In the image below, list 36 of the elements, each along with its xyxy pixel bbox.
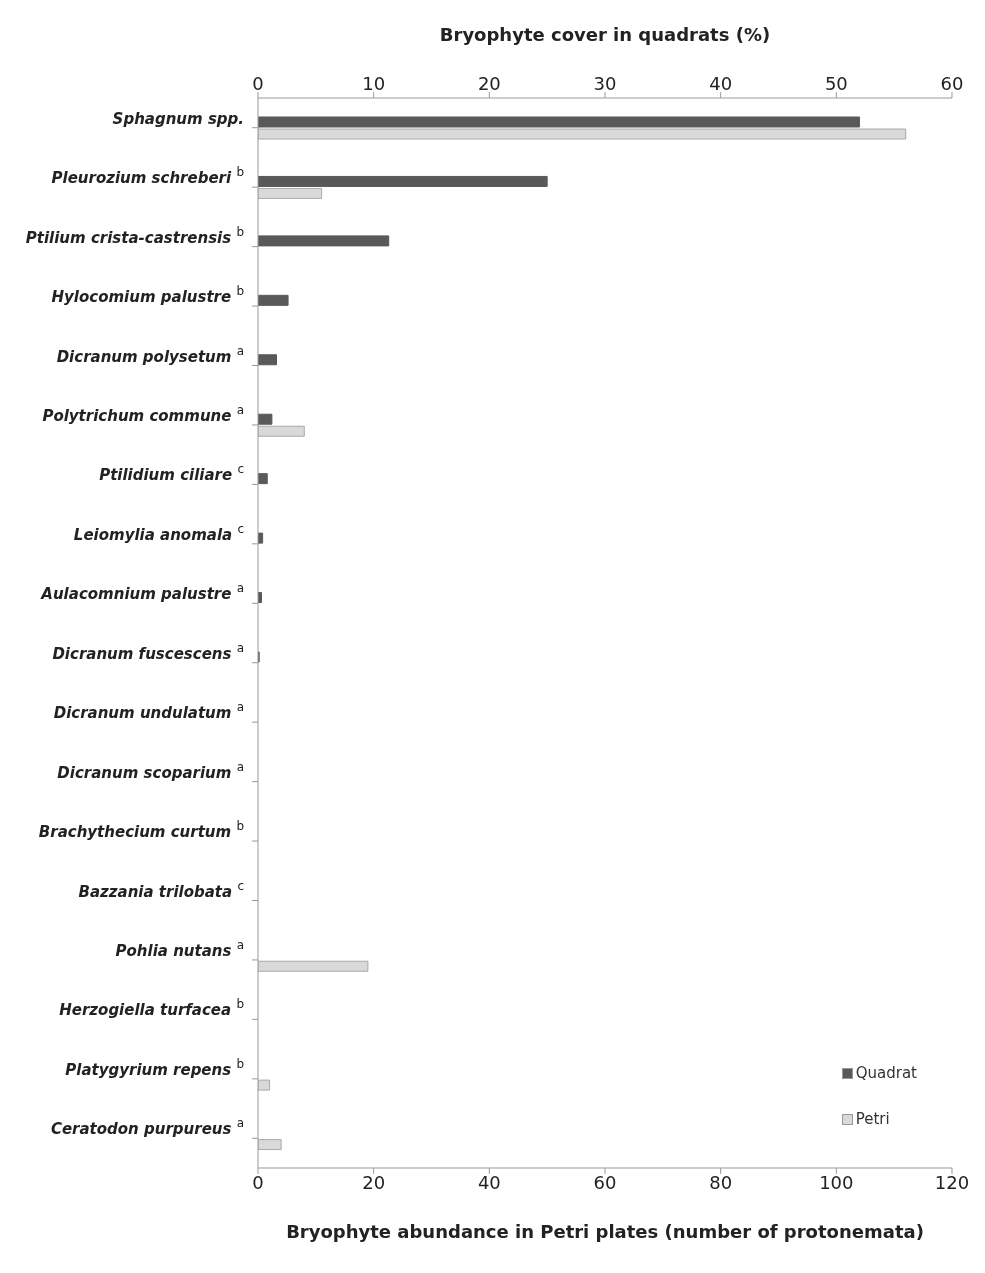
x-tick-label: 40	[477, 1171, 501, 1193]
y-tick-label: Ptilium crista-castrensis $^{b}$	[25, 224, 244, 247]
y-tick-label: Herzogiella turfacea $^{b}$	[59, 997, 244, 1020]
y-tick-label: Pohlia nutans $^{a}$	[115, 937, 244, 960]
y-tick-label: Leiomylia anomala $^{c}$	[73, 521, 244, 544]
legend-label: Petri	[855, 1110, 890, 1128]
x-tick-label: 60	[593, 1171, 617, 1193]
y-tick-label: Dicranum undulatum $^{a}$	[53, 700, 244, 723]
x2-tick-label: 20	[477, 73, 501, 94]
y-tick-label: Aulacomnium palustre $^{a}$	[40, 581, 244, 604]
y-tick-label: Polytrichum commune $^{a}$	[42, 402, 244, 425]
x2-tick-label: 0	[252, 73, 264, 94]
y-tick-label: Ceratodon purpureus $^{a}$	[50, 1116, 244, 1139]
x2-tick-label: 10	[362, 73, 386, 94]
y-tick-label: Hylocomium palustre $^{b}$	[51, 284, 244, 307]
y-tick-label: Pleurozium schreberi $^{b}$	[51, 165, 244, 188]
x2-tick-label: 40	[709, 73, 733, 94]
y-tick-label: Dicranum scoparium $^{a}$	[57, 759, 244, 782]
x-tick-label: 0	[252, 1171, 264, 1193]
x2-tick-label: 30	[593, 73, 617, 94]
x2-axis-title: Bryophyte cover in quadrats (%)	[439, 23, 771, 45]
x-tick-label: 20	[362, 1171, 386, 1193]
x2-tick-label: 60	[940, 73, 964, 94]
y-tick-label: Dicranum polysetum $^{a}$	[56, 343, 244, 366]
y-tick-label: Bazzania trilobata $^{c}$	[78, 878, 244, 901]
x-axis-title: Bryophyte abundance in Petri plates (number of protonemata)	[286, 1221, 924, 1242]
y-tick-label: Brachythecium curtum $^{b}$	[38, 819, 244, 842]
y-tick-label: Ptilidium ciliare $^{c}$	[99, 462, 244, 485]
x-tick-label: 80	[709, 1171, 733, 1193]
y-tick-label: Sphagnum spp.	[112, 109, 244, 128]
x-tick-label: 100	[819, 1171, 854, 1193]
y-tick-label: Dicranum fuscescens $^{a}$	[52, 640, 244, 663]
x-tick-label: 120	[934, 1171, 970, 1193]
y-tick-label: Platygyrium repens $^{b}$	[65, 1056, 244, 1079]
x2-tick-label: 50	[824, 73, 848, 94]
legend-label: Quadrat	[855, 1064, 917, 1082]
